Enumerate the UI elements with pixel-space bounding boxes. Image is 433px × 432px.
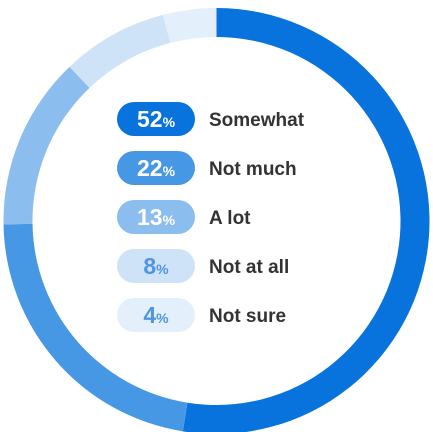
legend-label: Not much xyxy=(209,159,297,180)
legend: 52% Somewhat 22% Not much 13% A lot 8% Not at a… xyxy=(117,102,305,332)
slice-somewhat xyxy=(182,8,430,432)
legend-item-somewhat: 52% Somewhat xyxy=(117,102,305,136)
legend-label: A lot xyxy=(209,208,251,229)
slice-not-much xyxy=(3,223,188,432)
legend-value: 8% xyxy=(143,253,169,279)
legend-badge xyxy=(117,200,195,234)
legend-value: 52% xyxy=(137,106,176,132)
slice-a-lot xyxy=(3,66,90,225)
slice-not-at-all xyxy=(69,14,171,88)
legend-item-a-lot: 13% A lot xyxy=(117,200,251,234)
legend-item-not-sure: 4% Not sure xyxy=(117,298,286,332)
slice-not-sure xyxy=(163,8,217,43)
legend-item-not-at-all: 8% Not at all xyxy=(117,249,289,283)
legend-item-not-much: 22% Not much xyxy=(117,151,297,185)
legend-badge xyxy=(117,102,195,136)
legend-badge xyxy=(117,151,195,185)
legend-value: 13% xyxy=(137,204,176,230)
donut-slices xyxy=(3,8,430,432)
legend-badge xyxy=(117,298,195,332)
legend-label: Not sure xyxy=(209,306,286,327)
legend-value: 4% xyxy=(143,302,169,328)
legend-label: Somewhat xyxy=(209,110,305,131)
legend-label: Not at all xyxy=(209,257,289,278)
legend-badge xyxy=(117,249,195,283)
legend-value: 22% xyxy=(137,155,176,181)
